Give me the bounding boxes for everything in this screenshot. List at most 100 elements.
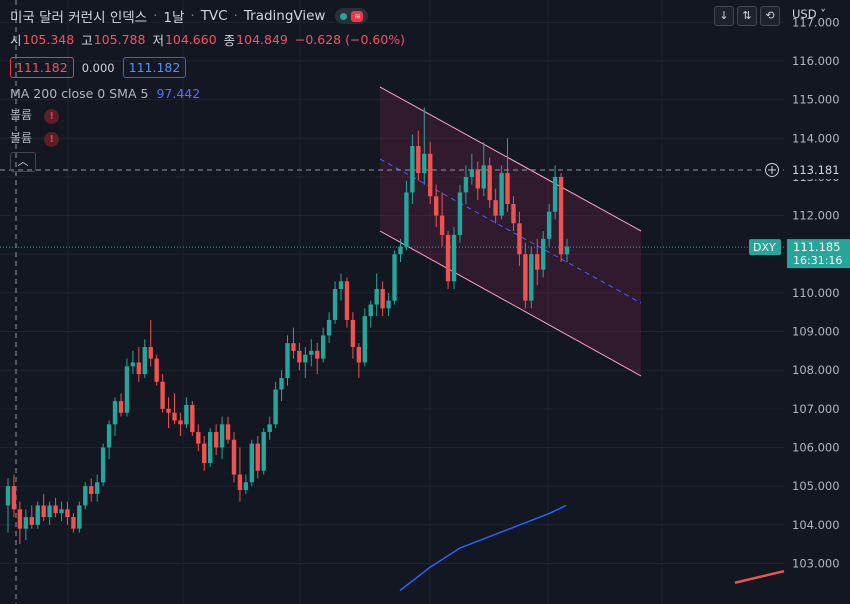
candle-body[interactable] (160, 381, 165, 409)
candle-body[interactable] (457, 192, 463, 235)
candle-body[interactable] (225, 424, 231, 440)
candle-body[interactable] (249, 443, 255, 483)
candle-body[interactable] (493, 200, 498, 216)
candle-body[interactable] (505, 173, 510, 205)
candle-body[interactable] (100, 447, 106, 483)
candle-body[interactable] (59, 509, 64, 514)
candle-body[interactable] (196, 432, 201, 444)
candle-body[interactable] (428, 153, 433, 197)
candle-body[interactable] (106, 424, 112, 448)
candle-body[interactable] (11, 486, 17, 510)
candle-body[interactable] (320, 335, 326, 359)
candle-body[interactable] (41, 505, 46, 518)
candle-body[interactable] (112, 401, 118, 425)
candle-body[interactable] (207, 432, 213, 463)
compare-button[interactable]: ⇅ (737, 6, 757, 26)
candle-body[interactable] (315, 350, 320, 359)
candle-body[interactable] (231, 439, 237, 475)
candle-body[interactable] (541, 238, 546, 270)
candle-body[interactable] (481, 165, 486, 189)
candle-body[interactable] (83, 486, 88, 506)
candle-body[interactable] (273, 389, 278, 425)
candle-body[interactable] (23, 517, 29, 529)
candle-body[interactable] (172, 412, 177, 421)
buy-button[interactable]: 111.182 (122, 57, 187, 78)
candle-body[interactable] (368, 304, 373, 317)
candle-body[interactable] (213, 432, 219, 448)
market-status-pill[interactable]: ≋ (335, 8, 369, 24)
candle-body[interactable] (386, 300, 391, 309)
candle-body[interactable] (535, 254, 540, 270)
candle-body[interactable] (469, 169, 475, 177)
warning-icon[interactable]: ! (44, 109, 60, 124)
candle-body[interactable] (445, 234, 451, 282)
candle-body[interactable] (178, 420, 183, 425)
candle-body[interactable] (529, 254, 534, 301)
currency-selector[interactable]: USD ˅ (792, 7, 826, 21)
candle-body[interactable] (499, 173, 504, 216)
candle-body[interactable] (124, 366, 130, 413)
candle-body[interactable] (130, 362, 136, 367)
candle-body[interactable] (433, 196, 439, 216)
candle-body[interactable] (166, 408, 171, 413)
candle-body[interactable] (392, 254, 397, 301)
candle-body[interactable] (404, 192, 409, 247)
candle-body[interactable] (202, 443, 207, 463)
candle-body[interactable] (552, 176, 558, 212)
volume-legend-2[interactable]: 볼륨! (10, 129, 412, 147)
symbol-title[interactable]: 미국 달러 커런시 인덱스 (10, 10, 148, 26)
interval-label[interactable]: 1날 (163, 10, 185, 26)
candle-body[interactable] (237, 474, 243, 491)
candle-body[interactable] (267, 424, 272, 433)
candle-body[interactable] (148, 347, 153, 359)
candle-body[interactable] (374, 289, 379, 305)
candle-body[interactable] (118, 401, 124, 413)
candle-body[interactable] (65, 509, 70, 518)
candle-body[interactable] (279, 377, 284, 390)
candle-body[interactable] (17, 509, 23, 529)
candle-body[interactable] (95, 482, 100, 494)
candle-body[interactable] (380, 289, 385, 309)
candle-body[interactable] (410, 146, 415, 193)
ma-indicator-legend[interactable]: MA 200 close 0 SMA 5 97.442 (10, 86, 412, 101)
candle-body[interactable] (451, 234, 457, 282)
candle-body[interactable] (190, 404, 195, 433)
candle-body[interactable] (297, 350, 302, 363)
candle-body[interactable] (142, 347, 147, 375)
candle-body[interactable] (517, 223, 522, 255)
candle-body[interactable] (350, 319, 356, 348)
candle-body[interactable] (475, 169, 480, 189)
candle-body[interactable] (261, 432, 266, 471)
candle-body[interactable] (398, 246, 403, 255)
candle-body[interactable] (309, 350, 314, 355)
candle-body[interactable] (422, 153, 427, 174)
warning-icon[interactable]: ! (44, 132, 60, 147)
candle-body[interactable] (291, 343, 296, 351)
candle-body[interactable] (344, 281, 350, 320)
collapse-legend-button[interactable]: ︿ (10, 152, 36, 172)
channel-lower-line[interactable] (379, 230, 642, 377)
candle-body[interactable] (255, 443, 260, 471)
candle-body[interactable] (53, 505, 58, 514)
candle-body[interactable] (511, 204, 516, 224)
sell-button[interactable]: 111.182 (10, 57, 74, 78)
candle-body[interactable] (564, 246, 570, 255)
candle-body[interactable] (326, 319, 332, 336)
candle-body[interactable] (154, 358, 159, 382)
candle-body[interactable] (5, 486, 11, 506)
volume-legend-1[interactable]: 볼륨! (10, 106, 412, 124)
candle-body[interactable] (29, 517, 34, 525)
candle-body[interactable] (332, 289, 338, 320)
candle-body[interactable] (71, 517, 76, 529)
candle-body[interactable] (523, 254, 528, 301)
candle-body[interactable] (285, 343, 290, 378)
candle-body[interactable] (219, 424, 225, 448)
candle-body[interactable] (243, 482, 249, 491)
candle-body[interactable] (558, 176, 564, 255)
reset-chart-button[interactable]: ⟲ (760, 6, 780, 26)
download-button[interactable]: ↓ (714, 6, 734, 26)
candle-body[interactable] (439, 215, 445, 235)
candle-body[interactable] (546, 211, 552, 239)
candle-body[interactable] (487, 165, 492, 201)
